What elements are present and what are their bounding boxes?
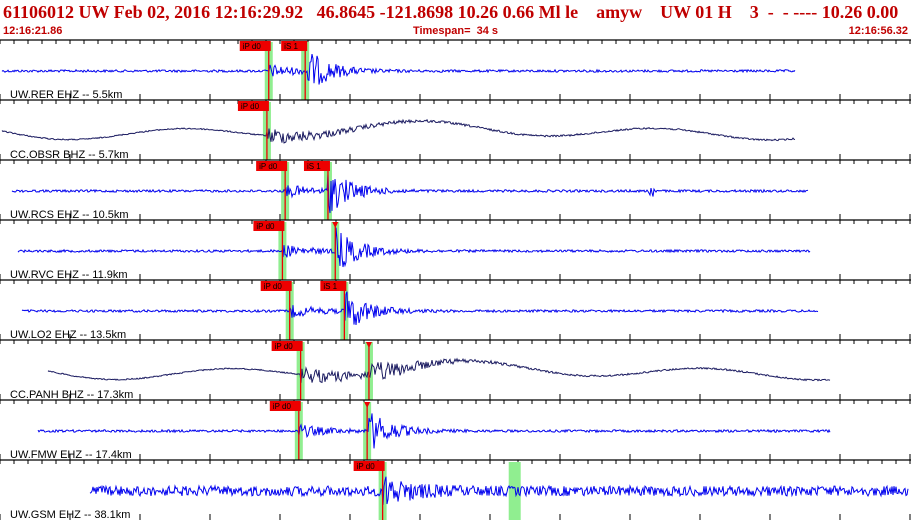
pick-label-box[interactable] — [303, 161, 330, 171]
pick-label[interactable]: iP d0 — [357, 462, 376, 471]
pick-window — [508, 462, 521, 520]
waveform — [1, 118, 796, 144]
station-label: UW.RER EHZ -- 5.5km — [10, 89, 122, 101]
station-label: UW.GSM EHZ -- 38.1km — [10, 509, 130, 520]
pick-label-box[interactable] — [253, 221, 285, 231]
station-label: UW.LO2 EHZ -- 13.5km — [10, 329, 126, 341]
pick-label-box[interactable] — [260, 281, 292, 291]
pick-label-box[interactable] — [271, 341, 303, 351]
pick-arrow[interactable] — [364, 402, 371, 408]
waveform — [47, 357, 831, 384]
trace-row[interactable]: iP d0 UW.GSM EHZ -- 38.1km — [0, 459, 911, 520]
pick-label[interactable]: iS 1 — [284, 42, 298, 51]
timespan-label: Timespan= 34 s — [412, 25, 499, 37]
start-time: 12:16:21.86 — [3, 25, 63, 37]
pick-label-box[interactable] — [269, 401, 301, 411]
pick-label[interactable]: iP d0 — [273, 402, 292, 411]
pick-arrow[interactable] — [332, 222, 339, 228]
pick-label[interactable]: iP d0 — [241, 102, 260, 111]
trace-row[interactable]: iP d0 UW.FMW EHZ -- 17.4km — [0, 399, 911, 461]
pick-label-box[interactable] — [256, 161, 288, 171]
pick-label[interactable]: iP d0 — [243, 42, 262, 51]
waveform — [37, 413, 831, 449]
end-time: 12:16:56.32 — [848, 25, 908, 37]
pick-label[interactable]: iP d0 — [259, 162, 278, 171]
pick-label-box[interactable] — [281, 41, 308, 51]
pick-label-box[interactable] — [320, 281, 347, 291]
pick-arrow[interactable] — [365, 342, 372, 348]
trace-row[interactable]: iP d0 CC.OBSR BHZ -- 5.7km — [0, 99, 911, 161]
station-label: UW.RVC EHZ -- 11.9km — [10, 269, 128, 281]
pick-label[interactable]: iP d0 — [275, 342, 294, 351]
trace-row[interactable]: iP d0 CC.PANH BHZ -- 17.3km — [0, 339, 911, 401]
pick-label[interactable]: iS 1 — [323, 282, 337, 291]
waveform — [11, 173, 809, 214]
event-title: 61106012 UW Feb 02, 2016 12:16:29.92 46.… — [3, 2, 899, 22]
trace-row[interactable]: iP d0 iS 1 UW.RER EHZ -- 5.5km — [0, 39, 911, 101]
station-label: CC.OBSR BHZ -- 5.7km — [10, 149, 129, 161]
station-label: CC.PANH BHZ -- 17.3km — [10, 389, 133, 401]
pick-label[interactable]: iP d0 — [256, 222, 275, 231]
pick-label[interactable]: iS 1 — [307, 162, 321, 171]
pick-label-box[interactable] — [353, 461, 385, 471]
pick-label-box[interactable] — [237, 101, 269, 111]
waveform-header: 61106012 UW Feb 02, 2016 12:16:29.92 46.… — [0, 0, 911, 40]
trace-row[interactable]: iP d0 iS 1 UW.RCS EHZ -- 10.5km — [0, 159, 911, 221]
station-label: UW.RCS EHZ -- 10.5km — [10, 209, 129, 221]
seismogram-panel[interactable]: iP d0 iS 1 UW.RER EHZ -- 5.5km iP d0 CC.OBSR… — [0, 38, 911, 520]
waveform — [89, 476, 909, 505]
pick-label[interactable]: iP d0 — [264, 282, 283, 291]
pick-label-box[interactable] — [239, 41, 271, 51]
trace-row[interactable]: iP d0 iS 1 UW.LO2 EHZ -- 13.5km — [0, 279, 911, 341]
waveform — [1, 53, 796, 85]
waveform — [21, 291, 819, 325]
trace-row[interactable]: iP d0 UW.RVC EHZ -- 11.9km — [0, 219, 911, 281]
station-label: UW.FMW EHZ -- 17.4km — [10, 449, 132, 461]
waveform — [17, 227, 811, 268]
